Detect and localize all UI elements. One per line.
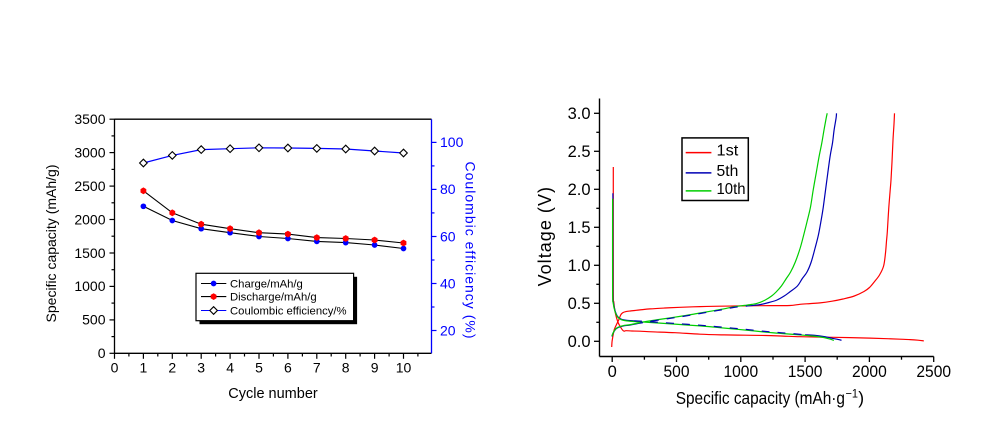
svg-text:5: 5 xyxy=(255,359,263,375)
svg-text:): ) xyxy=(858,388,864,408)
svg-text:40: 40 xyxy=(440,275,456,291)
svg-text:3000: 3000 xyxy=(74,144,105,160)
svg-text:2000: 2000 xyxy=(852,363,887,381)
svg-text:−1: −1 xyxy=(846,387,859,401)
svg-text:0: 0 xyxy=(111,359,119,375)
svg-text:4: 4 xyxy=(226,359,234,375)
svg-text:6: 6 xyxy=(284,359,292,375)
svg-text:1: 1 xyxy=(140,359,148,375)
svg-text:Specific capacity (mAh/g): Specific capacity (mAh/g) xyxy=(43,165,59,323)
svg-text:1000: 1000 xyxy=(74,278,105,294)
svg-text:9: 9 xyxy=(371,359,379,375)
svg-text:Cycle number: Cycle number xyxy=(228,386,318,402)
svg-text:Coulombic efficiency/%: Coulombic efficiency/% xyxy=(230,306,347,318)
svg-text:1500: 1500 xyxy=(74,245,105,261)
svg-text:Voltage (V): Voltage (V) xyxy=(535,187,555,286)
svg-text:1000: 1000 xyxy=(723,363,758,381)
svg-text:100: 100 xyxy=(440,134,464,150)
svg-text:Coulombic efficiency (%): Coulombic efficiency (%) xyxy=(463,162,479,339)
svg-text:8: 8 xyxy=(342,359,350,375)
svg-text:0.5: 0.5 xyxy=(568,295,591,313)
svg-text:1st: 1st xyxy=(717,143,739,160)
svg-text:Charge/mAh/g: Charge/mAh/g xyxy=(230,279,303,291)
svg-text:20: 20 xyxy=(440,322,456,338)
svg-text:2.0: 2.0 xyxy=(568,181,591,199)
svg-text:5th: 5th xyxy=(717,163,739,180)
svg-text:500: 500 xyxy=(82,312,106,328)
svg-text:Specific capacity (mAh·g: Specific capacity (mAh·g xyxy=(676,388,845,408)
svg-text:1.5: 1.5 xyxy=(568,219,591,237)
svg-text:0: 0 xyxy=(98,345,106,361)
svg-text:2500: 2500 xyxy=(916,363,951,381)
svg-text:60: 60 xyxy=(440,228,456,244)
svg-text:0.0: 0.0 xyxy=(568,333,591,351)
svg-text:500: 500 xyxy=(664,363,690,381)
svg-text:10th: 10th xyxy=(717,181,746,198)
svg-text:2: 2 xyxy=(168,359,176,375)
svg-text:3500: 3500 xyxy=(74,111,105,127)
svg-text:2.5: 2.5 xyxy=(568,143,591,161)
svg-text:7: 7 xyxy=(313,359,321,375)
svg-text:0: 0 xyxy=(608,363,617,381)
svg-text:2500: 2500 xyxy=(74,178,105,194)
svg-text:2000: 2000 xyxy=(74,211,105,227)
svg-text:80: 80 xyxy=(440,181,456,197)
svg-text:Discharge/mAh/g: Discharge/mAh/g xyxy=(230,292,317,304)
svg-text:1500: 1500 xyxy=(788,363,823,381)
svg-text:10: 10 xyxy=(396,359,412,375)
svg-text:3: 3 xyxy=(197,359,205,375)
svg-text:3.0: 3.0 xyxy=(568,105,591,123)
svg-text:1.0: 1.0 xyxy=(568,257,591,275)
